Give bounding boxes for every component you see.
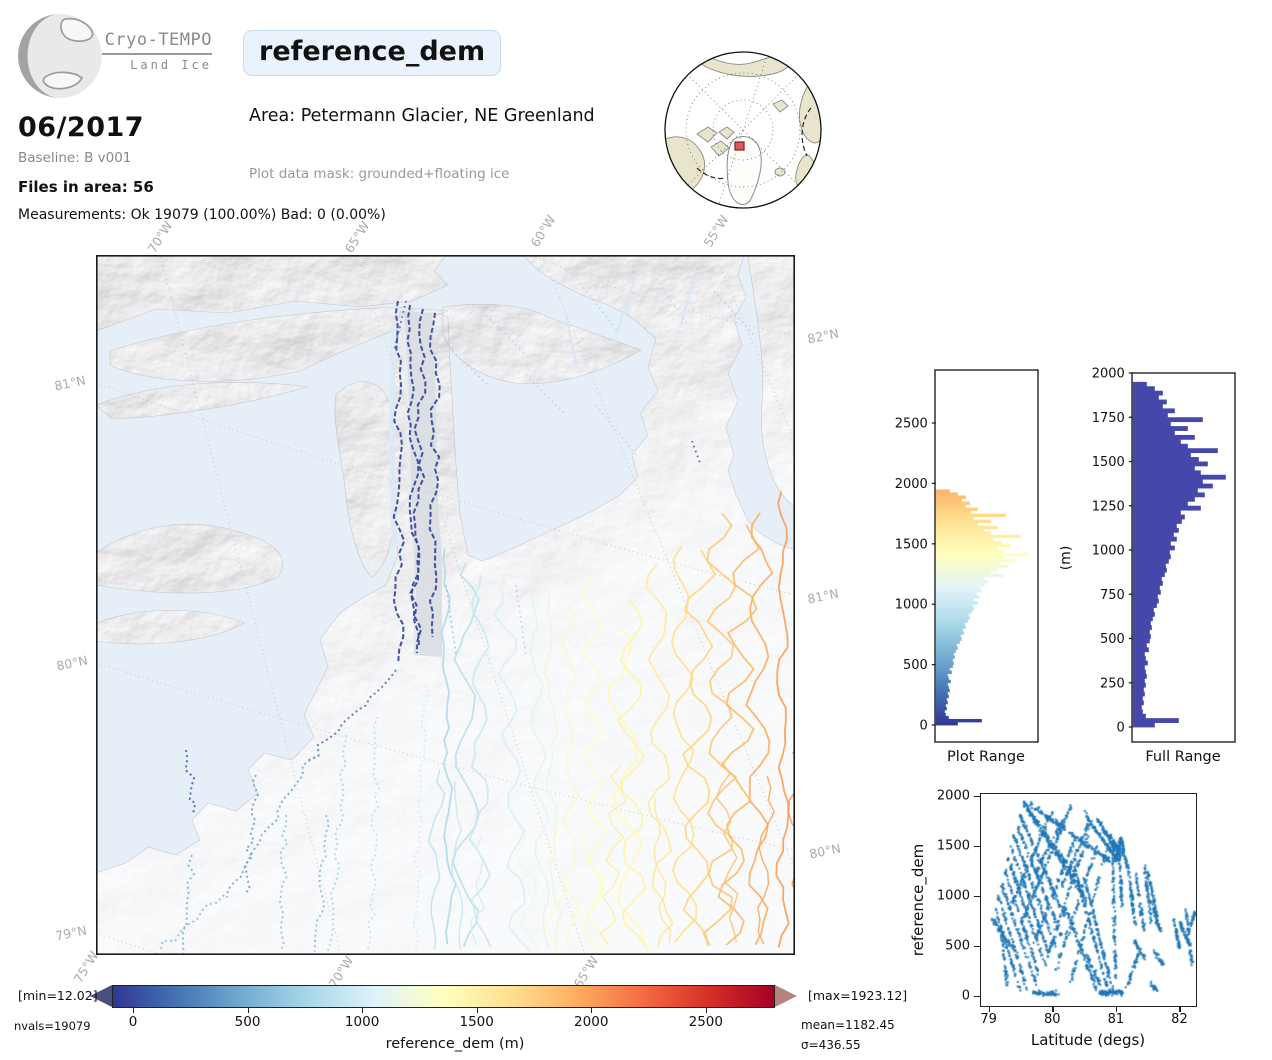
graticule-label: 65°W <box>341 218 373 256</box>
plot-range-title: Plot Range <box>947 749 1025 765</box>
scatter-tick-mark <box>1179 1007 1181 1012</box>
colorbar-tick-label: 2000 <box>574 1014 609 1030</box>
scatter-tick-label: 500 <box>945 938 970 954</box>
month-label: 06/2017 <box>18 112 145 143</box>
scatter-tick-label: 1000 <box>936 888 970 904</box>
scatter-tick-label: 0 <box>961 988 970 1004</box>
baseline-label: Baseline: B v001 <box>18 150 132 166</box>
logo-subtitle: Land Ice <box>130 58 212 72</box>
scatter-tick-label: 2000 <box>936 788 970 804</box>
full-range-ylabel: (m) <box>1060 546 1074 571</box>
cryotempo-logo <box>18 14 102 98</box>
colorbar-sigma-label: σ=436.55 <box>801 1038 861 1052</box>
logo-greenland-outline <box>60 17 94 42</box>
scatter-tick-mark <box>974 996 980 998</box>
colorbar-max-label: [max=1923.12] <box>808 988 908 1003</box>
colorbar-tick-label: 0 <box>128 1014 138 1030</box>
scatter-tick-label: 1500 <box>936 838 970 854</box>
scatter-tick-mark <box>988 1007 990 1012</box>
colorbar-min-label: [min=12.02] <box>18 988 98 1003</box>
scatter-tick-mark <box>1052 1007 1054 1012</box>
graticule-label: 80°N <box>808 840 842 862</box>
colorbar-tick-label: 1500 <box>459 1014 494 1030</box>
plot-mask-label: Plot data mask: grounded+floating ice <box>249 166 510 182</box>
fjord-water <box>389 320 398 548</box>
satellite-tracks <box>159 278 795 955</box>
hist-tick-label: 1250 <box>1092 499 1125 514</box>
colorbar-over-arrow <box>775 985 797 1007</box>
fjord-lines <box>564 269 698 366</box>
hist-tick-label: 1500 <box>895 537 928 552</box>
colorbar-tick-label: 1000 <box>344 1014 380 1030</box>
area-label: Area: Petermann Glacier, NE Greenland <box>249 106 595 126</box>
scatter-tick-mark <box>974 946 980 948</box>
colorbar-tick-mark <box>133 1008 134 1013</box>
scatter-tick-label: 79 <box>980 1012 997 1027</box>
arctic-locator-map <box>664 51 822 209</box>
files-in-area-label: Files in area: 56 <box>18 178 154 196</box>
scatter-tick-label: 81 <box>1107 1012 1125 1027</box>
hist-tick-label: 1000 <box>895 598 928 613</box>
colorbar-tick-mark <box>476 1008 478 1013</box>
locator-graticule <box>680 53 806 207</box>
logo-divider <box>102 53 212 55</box>
colorbar-tick-mark <box>247 1008 249 1013</box>
scatter-tick-mark <box>974 846 980 848</box>
hist-tick-label: 2000 <box>895 477 928 492</box>
scatter-tick-mark <box>974 896 980 898</box>
hist-tick-label: 750 <box>1100 588 1125 603</box>
graticule-label: 81°N <box>53 372 87 394</box>
colorbar-under-arrow <box>90 985 112 1007</box>
graticule-label: 80°N <box>55 652 89 674</box>
map-frame <box>96 255 795 955</box>
scatter-tick-mark <box>974 796 980 798</box>
colorbar-tick-mark <box>362 1008 364 1013</box>
plot-range-histogram: 0 500 1000 1500 2000 2500 Plot Range <box>895 369 1039 765</box>
hist-tick-label: 500 <box>903 658 928 673</box>
hist-tick-label: 1500 <box>1092 455 1125 470</box>
scatter-xlabel: Latitude (degs) <box>1030 1031 1146 1049</box>
locator-ice-edge <box>801 107 812 157</box>
scatter-plot-frame <box>980 793 1197 1007</box>
logo-crescent <box>18 14 60 98</box>
area-marker <box>734 141 745 151</box>
hist-tick-label: 1750 <box>1092 411 1125 426</box>
scatter-tick-mark <box>1115 1007 1118 1012</box>
colorbar-mean-label: mean=1182.45 <box>801 1018 895 1032</box>
hist-tick-label: 250 <box>1100 676 1125 691</box>
logo-title: Cryo-TEMPO <box>104 30 212 50</box>
hist-tick-label: 0 <box>920 719 928 734</box>
scatter-tick-label: 82 <box>1171 1012 1188 1027</box>
colorbar-tick-mark <box>591 1008 593 1013</box>
colorbar-label: reference_dem (m) <box>385 1036 525 1052</box>
hist-tick-label: 1000 <box>1092 544 1125 559</box>
hist-tick-label: 0 <box>1117 721 1125 736</box>
colorbar <box>112 985 775 1008</box>
colorbar-tick-label: 500 <box>234 1014 261 1030</box>
locator-greenland <box>726 136 762 205</box>
full-range-histogram: 0 250 500 750 1000 1250 1500 1750 2000 (m) Full … <box>1060 367 1236 765</box>
scatter-tick-label: 80 <box>1043 1012 1061 1027</box>
colorbar-tick-mark <box>705 1008 707 1013</box>
hist-tick-label: 2000 <box>1092 367 1125 382</box>
scatter-plot-points <box>981 794 1196 1006</box>
scatter-ylabel: reference_dem <box>909 843 927 957</box>
logo-antarctica-outline <box>42 71 84 90</box>
variable-title: reference_dem <box>243 30 502 76</box>
graticule-label: 70°W <box>144 218 176 256</box>
colorbar-tick-label: 2500 <box>688 1014 723 1030</box>
colorbar-nvals-label: nvals=19079 <box>14 1019 91 1033</box>
graticule-label: 60°W <box>527 212 559 250</box>
graticule-label: 79°N <box>54 922 88 944</box>
measurements-label: Measurements: Ok 19079 (100.00%) Bad: 0 … <box>18 207 386 223</box>
graticule-label: 81°N <box>806 585 840 607</box>
hist-tick-label: 2500 <box>895 417 928 432</box>
full-range-title: Full Range <box>1145 749 1220 765</box>
hist-tick-label: 500 <box>1100 632 1125 647</box>
graticule-label: 55°W <box>700 212 732 250</box>
main-map <box>96 255 795 955</box>
graticule-label: 82°N <box>806 325 840 347</box>
